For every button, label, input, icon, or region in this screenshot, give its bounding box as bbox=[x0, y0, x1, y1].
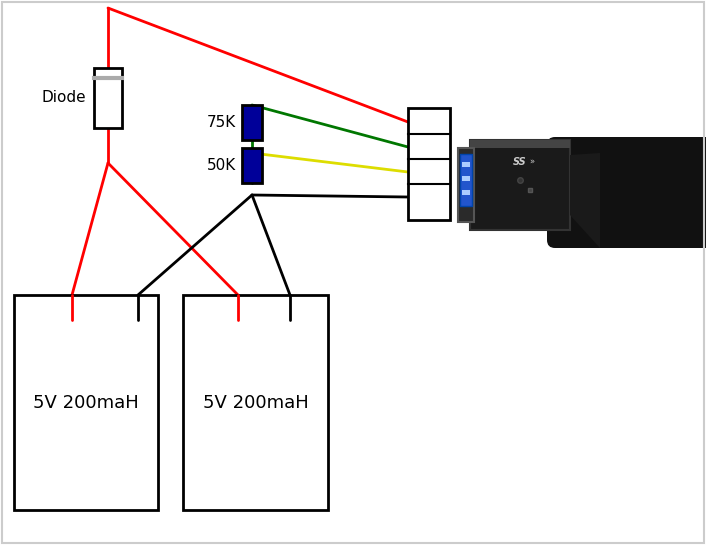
Text: SS: SS bbox=[513, 157, 527, 167]
Bar bbox=[94, 68, 122, 128]
Bar bbox=[408, 108, 450, 220]
Polygon shape bbox=[570, 153, 600, 248]
Bar bbox=[242, 148, 262, 183]
Bar bbox=[242, 105, 262, 140]
Text: 50K: 50K bbox=[207, 158, 236, 173]
Bar bbox=[470, 140, 570, 230]
Bar bbox=[458, 148, 474, 222]
Bar bbox=[460, 154, 472, 206]
Bar bbox=[183, 295, 328, 510]
Bar bbox=[462, 162, 470, 167]
Bar bbox=[462, 190, 470, 195]
Bar bbox=[14, 295, 158, 510]
Text: Diode: Diode bbox=[42, 90, 86, 106]
Bar bbox=[470, 140, 570, 148]
FancyBboxPatch shape bbox=[547, 137, 706, 248]
Text: »: » bbox=[530, 158, 534, 167]
Text: 5V 200maH: 5V 200maH bbox=[33, 393, 139, 411]
Bar bbox=[462, 176, 470, 181]
Text: 75K: 75K bbox=[207, 115, 236, 130]
Text: 5V 200maH: 5V 200maH bbox=[203, 393, 309, 411]
